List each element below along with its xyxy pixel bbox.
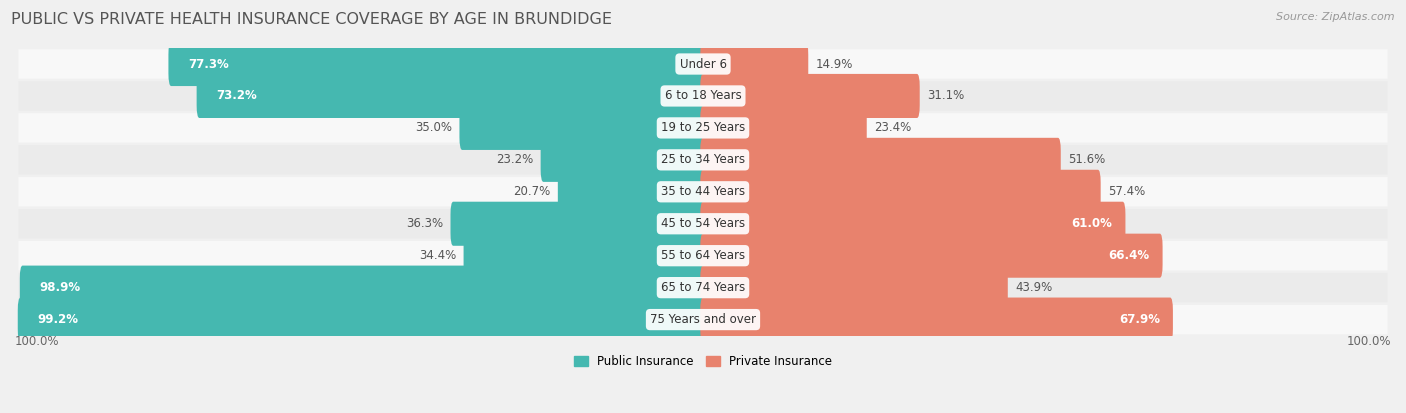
- FancyBboxPatch shape: [18, 209, 1388, 238]
- FancyBboxPatch shape: [18, 273, 1388, 302]
- FancyBboxPatch shape: [700, 266, 1008, 310]
- Text: 25 to 34 Years: 25 to 34 Years: [661, 153, 745, 166]
- Text: 100.0%: 100.0%: [1347, 335, 1391, 348]
- FancyBboxPatch shape: [558, 170, 706, 214]
- Text: 23.4%: 23.4%: [875, 121, 911, 134]
- FancyBboxPatch shape: [464, 234, 706, 278]
- FancyBboxPatch shape: [18, 81, 1388, 111]
- FancyBboxPatch shape: [18, 49, 1388, 79]
- Legend: Public Insurance, Private Insurance: Public Insurance, Private Insurance: [569, 350, 837, 373]
- Text: 20.7%: 20.7%: [513, 185, 550, 198]
- Text: 35.0%: 35.0%: [415, 121, 451, 134]
- FancyBboxPatch shape: [197, 74, 706, 118]
- FancyBboxPatch shape: [460, 106, 706, 150]
- FancyBboxPatch shape: [18, 113, 1388, 142]
- Text: 51.6%: 51.6%: [1069, 153, 1105, 166]
- Text: 45 to 54 Years: 45 to 54 Years: [661, 217, 745, 230]
- Text: 100.0%: 100.0%: [15, 335, 59, 348]
- Text: Under 6: Under 6: [679, 57, 727, 71]
- FancyBboxPatch shape: [18, 177, 1388, 206]
- Text: 6 to 18 Years: 6 to 18 Years: [665, 90, 741, 102]
- Text: 36.3%: 36.3%: [406, 217, 443, 230]
- FancyBboxPatch shape: [18, 297, 706, 342]
- Text: 35 to 44 Years: 35 to 44 Years: [661, 185, 745, 198]
- Text: 75 Years and over: 75 Years and over: [650, 313, 756, 326]
- FancyBboxPatch shape: [18, 145, 1388, 175]
- FancyBboxPatch shape: [700, 297, 1173, 342]
- FancyBboxPatch shape: [541, 138, 706, 182]
- FancyBboxPatch shape: [700, 234, 1163, 278]
- FancyBboxPatch shape: [700, 74, 920, 118]
- Text: 31.1%: 31.1%: [928, 90, 965, 102]
- Text: 57.4%: 57.4%: [1108, 185, 1146, 198]
- Text: 98.9%: 98.9%: [39, 281, 82, 294]
- FancyBboxPatch shape: [450, 202, 706, 246]
- Text: 61.0%: 61.0%: [1071, 217, 1112, 230]
- Text: 66.4%: 66.4%: [1108, 249, 1150, 262]
- Text: 19 to 25 Years: 19 to 25 Years: [661, 121, 745, 134]
- FancyBboxPatch shape: [700, 202, 1125, 246]
- Text: 67.9%: 67.9%: [1119, 313, 1160, 326]
- FancyBboxPatch shape: [18, 305, 1388, 334]
- FancyBboxPatch shape: [700, 42, 808, 86]
- Text: PUBLIC VS PRIVATE HEALTH INSURANCE COVERAGE BY AGE IN BRUNDIDGE: PUBLIC VS PRIVATE HEALTH INSURANCE COVER…: [11, 12, 612, 27]
- Text: 14.9%: 14.9%: [815, 57, 853, 71]
- FancyBboxPatch shape: [169, 42, 706, 86]
- FancyBboxPatch shape: [18, 241, 1388, 271]
- Text: 34.4%: 34.4%: [419, 249, 456, 262]
- FancyBboxPatch shape: [700, 138, 1060, 182]
- FancyBboxPatch shape: [20, 266, 706, 310]
- Text: 23.2%: 23.2%: [496, 153, 533, 166]
- Text: 73.2%: 73.2%: [217, 90, 257, 102]
- Text: Source: ZipAtlas.com: Source: ZipAtlas.com: [1277, 12, 1395, 22]
- Text: 43.9%: 43.9%: [1015, 281, 1053, 294]
- Text: 77.3%: 77.3%: [188, 57, 229, 71]
- Text: 99.2%: 99.2%: [38, 313, 79, 326]
- FancyBboxPatch shape: [700, 170, 1101, 214]
- Text: 65 to 74 Years: 65 to 74 Years: [661, 281, 745, 294]
- FancyBboxPatch shape: [700, 106, 866, 150]
- Text: 55 to 64 Years: 55 to 64 Years: [661, 249, 745, 262]
